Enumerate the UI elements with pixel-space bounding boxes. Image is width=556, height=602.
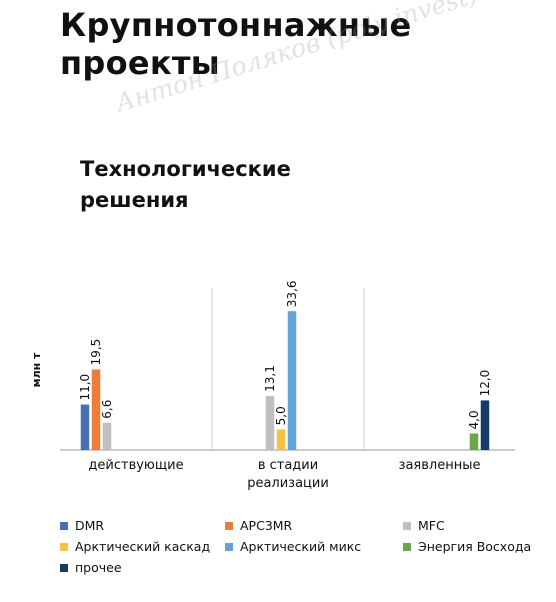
category-label-3: заявленные — [399, 458, 481, 473]
data-label-2-арктический-микс: 33,6 — [285, 280, 299, 307]
data-label-3-энергия-восхода: 4,0 — [467, 410, 481, 429]
bar-1-apc3mr — [91, 369, 101, 450]
bar-1-mfc — [102, 422, 112, 450]
data-label-1-mfc: 6,6 — [100, 400, 114, 419]
legend-swatch — [60, 521, 68, 530]
y-axis-label: млн т — [30, 352, 43, 387]
legend-item-2: APC3MR — [225, 518, 403, 533]
legend-swatch — [225, 521, 233, 530]
legend-swatch — [403, 521, 411, 530]
legend-label: DMR — [75, 518, 105, 533]
chart-legend: DMR APC3MR MFC Арктический каскад Арктически… — [60, 518, 550, 575]
bar-2-mfc — [265, 395, 275, 450]
bar-3-энергия-восхода — [469, 433, 479, 450]
page-title: Крупнотоннажные проекты — [60, 6, 412, 82]
legend-label: MFC — [418, 518, 445, 533]
bar-1-dmr — [80, 404, 90, 450]
legend-item-3: MFC — [403, 518, 550, 533]
legend-swatch — [225, 542, 233, 551]
data-label-2-арктический-каскад: 5,0 — [274, 406, 288, 425]
legend-swatch — [60, 542, 68, 551]
category-label-2: в стадии реализации — [247, 458, 329, 491]
legend-label: прочее — [75, 560, 122, 575]
legend-label: Энергия Восхода — [418, 539, 532, 554]
bar-2-арктический-каскад — [276, 429, 286, 450]
data-label-1-dmr: 11,0 — [78, 374, 92, 401]
bar-2-арктический-микс — [287, 311, 297, 450]
legend-item-6: Энергия Восхода — [403, 539, 550, 554]
legend-swatch — [60, 563, 68, 572]
legend-label: Арктический каскад — [75, 539, 211, 554]
legend-label: Арктический микс — [240, 539, 362, 554]
legend-label: APC3MR — [240, 518, 293, 533]
legend-item-7: прочее — [60, 560, 225, 575]
legend-item-5: Арктический микс — [225, 539, 403, 554]
category-label-1: действующие — [88, 458, 183, 473]
chart-title: Технологические решения — [80, 157, 291, 212]
data-label-1-apc3mr: 19,5 — [89, 339, 103, 366]
legend-swatch — [403, 542, 411, 551]
data-label-3-прочее: 12,0 — [478, 370, 492, 397]
data-label-2-mfc: 13,1 — [263, 365, 277, 392]
legend-item-1: DMR — [60, 518, 225, 533]
bar-3-прочее — [480, 400, 490, 450]
legend-item-4: Арктический каскад — [60, 539, 225, 554]
